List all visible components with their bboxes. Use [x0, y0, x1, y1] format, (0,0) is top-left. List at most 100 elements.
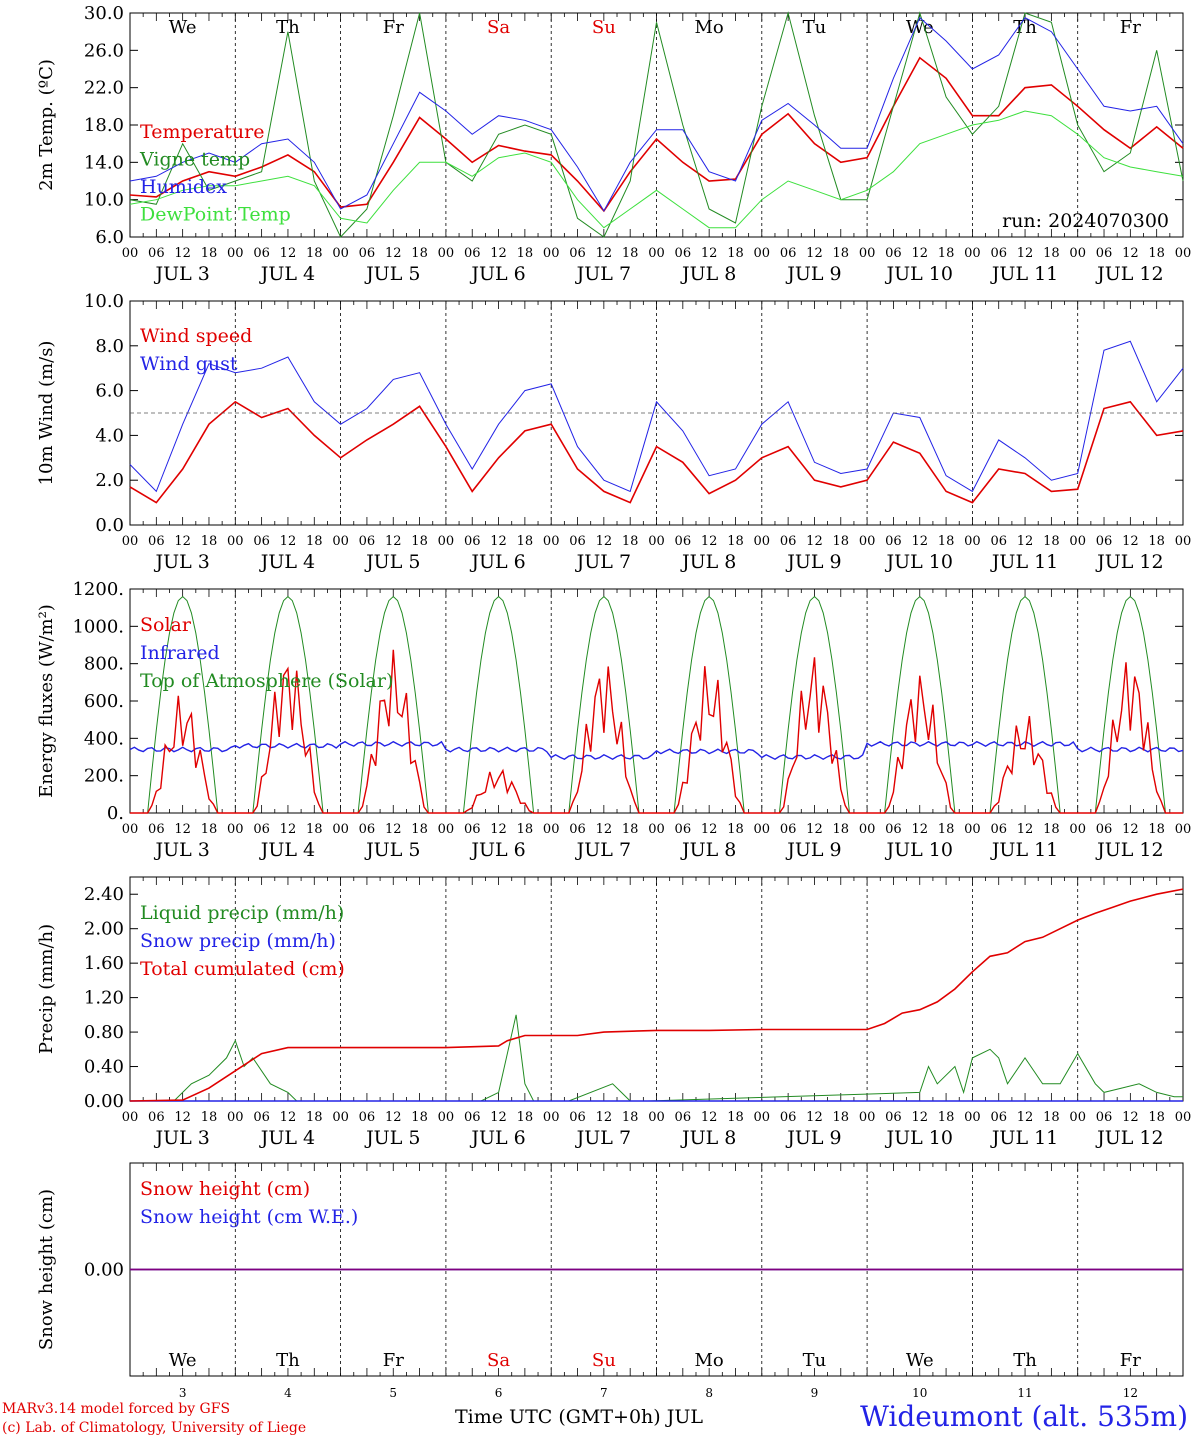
x-tick-label: 06 [675, 534, 692, 549]
x-tick-label: 18 [938, 822, 955, 837]
y-tick-label: 1000. [72, 616, 124, 637]
y-axis-label: Precip (mm/h) [36, 924, 57, 1054]
x-tick-label: 00 [754, 246, 771, 261]
y-tick-label: 22.0 [84, 78, 124, 99]
x-tick-label: 06 [464, 246, 481, 261]
y-tick-label: 6.0 [95, 227, 124, 248]
day-number: 8 [705, 1386, 713, 1400]
x-tick-label: 18 [938, 1110, 955, 1125]
x-tick-label: 18 [517, 1110, 534, 1125]
day-label: JUL 9 [785, 263, 841, 285]
x-tick-label: 00 [859, 246, 876, 261]
x-tick-label: 06 [990, 246, 1007, 261]
x-tick-label: 12 [1017, 1110, 1034, 1125]
x-tick-label: 18 [727, 1110, 744, 1125]
day-label: JUL 8 [680, 263, 736, 285]
x-tick-label: 06 [1096, 246, 1113, 261]
x-tick-label: 18 [517, 534, 534, 549]
x-tick-label: 06 [253, 246, 270, 261]
day-number: 5 [389, 1386, 397, 1400]
x-tick-label: 06 [885, 534, 902, 549]
y-tick-label: 0.80 [84, 1022, 124, 1043]
day-label: JUL 4 [259, 839, 315, 861]
day-label: JUL 4 [259, 1127, 315, 1149]
x-tick-label: 00 [332, 822, 349, 837]
x-tick-label: 00 [1069, 822, 1086, 837]
weekday-label: We [906, 1350, 934, 1371]
weekday-label: We [169, 17, 197, 38]
series-line [129, 340, 1184, 493]
x-tick-label: 06 [359, 534, 376, 549]
x-tick-label: 12 [806, 822, 823, 837]
day-number: 10 [912, 1386, 927, 1400]
x-tick-label: 06 [885, 822, 902, 837]
day-label: JUL 8 [680, 1127, 736, 1149]
x-tick-label: 18 [1043, 534, 1060, 549]
day-number: 9 [811, 1386, 819, 1400]
infrared-line [129, 740, 1184, 761]
x-tick-label: 00 [543, 822, 560, 837]
y-tick-label: 1.20 [84, 988, 124, 1009]
solar-line [130, 649, 1183, 814]
y-tick-label: 14.0 [84, 152, 124, 173]
weekday-label: Th [276, 17, 300, 38]
day-label: JUL 7 [575, 1127, 631, 1149]
x-tick-label: 12 [806, 534, 823, 549]
day-label: JUL 12 [1095, 1127, 1163, 1149]
x-tick-label: 12 [1122, 246, 1139, 261]
x-tick-label: 06 [1096, 1110, 1113, 1125]
x-tick-label: 12 [806, 1110, 823, 1125]
legend-entry: Solar [140, 614, 192, 636]
weekday-label: Sa [487, 17, 510, 38]
x-tick-label: 12 [174, 1110, 191, 1125]
x-tick-label: 12 [385, 1110, 402, 1125]
x-tick-label: 06 [359, 1110, 376, 1125]
x-tick-label: 00 [332, 1110, 349, 1125]
x-tick-label: 18 [1148, 534, 1165, 549]
series-line [129, 888, 1184, 1102]
day-number: 7 [600, 1386, 608, 1400]
y-axis-label: 2m Temp. (ºC) [36, 59, 57, 191]
x-tick-label: 00 [964, 822, 981, 837]
x-tick-label: 12 [596, 1110, 613, 1125]
x-tick-label: 00 [1175, 822, 1192, 837]
day-label: JUL 8 [680, 839, 736, 861]
legend-entry: Humidex [140, 176, 227, 198]
day-label: JUL 3 [153, 263, 209, 285]
legend-entry: Total cumulated (cm) [140, 958, 345, 980]
weekday-label: Tu [803, 17, 827, 38]
x-tick-label: 12 [490, 822, 507, 837]
day-label: JUL 11 [990, 551, 1058, 573]
x-tick-label: 18 [1043, 246, 1060, 261]
x-tick-label: 00 [227, 1110, 244, 1125]
x-tick-label: 18 [727, 246, 744, 261]
legend-entry: Snow precip (mm/h) [140, 930, 336, 952]
x-tick-label: 00 [543, 534, 560, 549]
panel-1: 6.0 10.0 14.0 18.0 22.0 26.0 30.0 2m Temp. (ºC)… [36, 3, 1191, 285]
day-label: JUL 5 [364, 1127, 420, 1149]
weekday-label: Th [276, 1350, 300, 1371]
day-label: JUL 11 [990, 839, 1058, 861]
x-tick-label: 00 [964, 246, 981, 261]
panel-3: 0. 200. 400. 600. 800. 1000. 1200. Energy fluxe… [36, 579, 1191, 861]
x-tick-label: 18 [833, 1110, 850, 1125]
y-tick-label: 2.40 [84, 884, 124, 905]
day-label: JUL 7 [575, 263, 631, 285]
x-tick-label: 12 [911, 246, 928, 261]
weekday-label: Su [592, 17, 616, 38]
x-tick-label: 00 [227, 246, 244, 261]
x-tick-label: 18 [622, 822, 639, 837]
x-tick-label: 00 [859, 1110, 876, 1125]
x-tick-label: 06 [569, 1110, 586, 1125]
x-tick-label: 00 [648, 534, 665, 549]
x-tick-label: 06 [780, 1110, 797, 1125]
x-tick-label: 00 [438, 1110, 455, 1125]
x-tick-label: 18 [306, 822, 323, 837]
x-tick-label: 06 [148, 822, 165, 837]
x-tick-label: 12 [1017, 246, 1034, 261]
series-line [129, 400, 1184, 504]
x-tick-label: 06 [148, 534, 165, 549]
day-number: 11 [1017, 1386, 1032, 1400]
x-tick-label: 00 [122, 822, 139, 837]
